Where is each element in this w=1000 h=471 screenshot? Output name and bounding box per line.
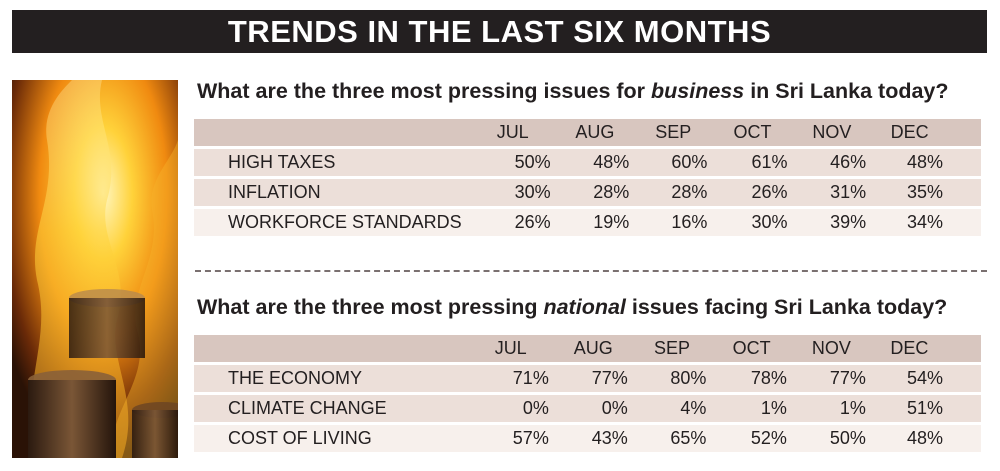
cell-value: 28% — [560, 179, 640, 206]
month-header: DEC — [876, 119, 981, 146]
table-row: CLIMATE CHANGE 0% 0% 4% 1% 1% 51% — [194, 395, 981, 422]
cell-value: 77% — [558, 365, 638, 392]
cell-value: 65% — [637, 425, 717, 452]
month-header: JUL — [472, 335, 559, 362]
cell-value: 48% — [875, 425, 981, 452]
month-header: SEP — [637, 335, 717, 362]
month-header: OCT — [716, 335, 797, 362]
month-header: NOV — [796, 335, 876, 362]
cell-value: 80% — [637, 365, 717, 392]
month-header: DEC — [875, 335, 981, 362]
month-header: SEP — [639, 119, 718, 146]
national-issues-table: JUL AUG SEP OCT NOV DEC THE ECONOMY 71% … — [194, 332, 981, 455]
cell-value: 31% — [797, 179, 877, 206]
cell-value: 48% — [560, 149, 640, 176]
cell-value: 19% — [560, 209, 640, 236]
cell-value: 39% — [797, 209, 877, 236]
month-header: AUG — [560, 119, 640, 146]
cell-value: 71% — [472, 365, 559, 392]
cell-value: 1% — [716, 395, 797, 422]
row-label: CLIMATE CHANGE — [194, 395, 473, 422]
cell-value: 16% — [639, 209, 718, 236]
cell-value: 54% — [875, 365, 981, 392]
row-label: THE ECONOMY — [194, 365, 473, 392]
cell-value: 0% — [472, 395, 559, 422]
cell-value: 57% — [472, 425, 559, 452]
table-row: WORKFORCE STANDARDS 26% 19% 16% 30% 39% … — [194, 209, 981, 236]
row-label: HIGH TAXES — [194, 149, 475, 176]
cell-value: 1% — [796, 395, 876, 422]
table-header-row: JUL AUG SEP OCT NOV DEC — [194, 119, 981, 146]
national-question: What are the three most pressing nationa… — [197, 295, 948, 319]
business-question: What are the three most pressing issues … — [197, 79, 949, 103]
cell-value: 61% — [717, 149, 798, 176]
cell-value: 30% — [717, 209, 798, 236]
cell-value: 34% — [876, 209, 981, 236]
cell-value: 30% — [474, 179, 561, 206]
cell-value: 46% — [797, 149, 877, 176]
banner-title: TRENDS IN THE LAST SIX MONTHS — [227, 13, 772, 49]
cell-value: 51% — [875, 395, 981, 422]
cell-value: 4% — [637, 395, 717, 422]
cell-value: 50% — [474, 149, 561, 176]
business-issues-table: JUL AUG SEP OCT NOV DEC HIGH TAXES 50% 4… — [194, 116, 981, 239]
month-header: NOV — [797, 119, 877, 146]
table-row: INFLATION 30% 28% 28% 26% 31% 35% — [194, 179, 981, 206]
cell-value: 52% — [716, 425, 797, 452]
cell-value: 35% — [876, 179, 981, 206]
cell-value: 78% — [716, 365, 797, 392]
business-issues-section: What are the three most pressing issues … — [194, 76, 987, 239]
month-header: OCT — [717, 119, 798, 146]
table-row: THE ECONOMY 71% 77% 80% 78% 77% 54% — [194, 365, 981, 392]
cell-value: 26% — [717, 179, 798, 206]
cell-value: 0% — [558, 395, 638, 422]
cell-value: 60% — [639, 149, 718, 176]
month-header: AUG — [558, 335, 638, 362]
cell-value: 50% — [796, 425, 876, 452]
cell-value: 48% — [876, 149, 981, 176]
dashed-divider — [195, 270, 987, 272]
row-label: COST OF LIVING — [194, 425, 473, 452]
table-row: HIGH TAXES 50% 48% 60% 61% 46% 48% — [194, 149, 981, 176]
national-issues-section: What are the three most pressing nationa… — [194, 292, 987, 455]
burning-coins-photo — [12, 80, 178, 458]
cell-value: 77% — [796, 365, 876, 392]
row-label: WORKFORCE STANDARDS — [194, 209, 475, 236]
fire-image-icon — [12, 80, 178, 458]
cell-value: 26% — [474, 209, 561, 236]
month-header: JUL — [474, 119, 561, 146]
cell-value: 28% — [639, 179, 718, 206]
banner: TRENDS IN THE LAST SIX MONTHS — [12, 10, 987, 53]
row-label: INFLATION — [194, 179, 475, 206]
cell-value: 43% — [558, 425, 638, 452]
table-row: COST OF LIVING 57% 43% 65% 52% 50% 48% — [194, 425, 981, 452]
table-header-row: JUL AUG SEP OCT NOV DEC — [194, 335, 981, 362]
